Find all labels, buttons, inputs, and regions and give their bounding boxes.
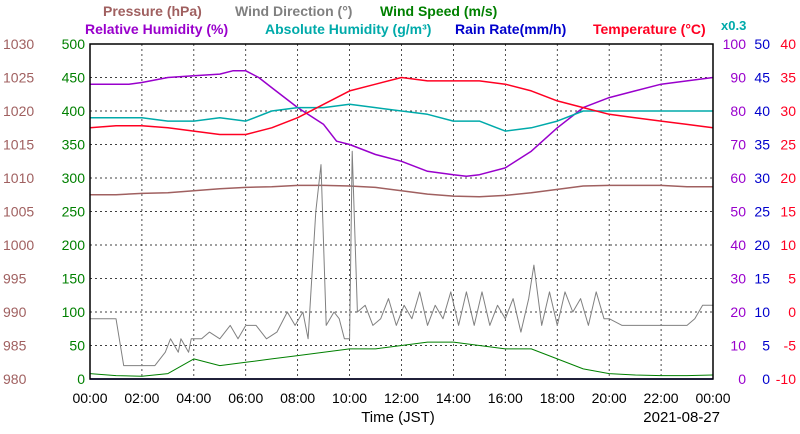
wind-tick-label: 200 bbox=[62, 237, 86, 253]
series-relative-humidity bbox=[90, 70, 714, 178]
humidity-tick-label: 20 bbox=[730, 304, 746, 320]
x-tick-label: 18:00 bbox=[540, 390, 575, 406]
axis-ticks: 1030102510201015101010051000995990985980… bbox=[3, 36, 796, 406]
x-tick-label: 20:00 bbox=[592, 390, 627, 406]
wind-tick-label: 350 bbox=[62, 137, 86, 153]
x-tick-label: 10:00 bbox=[332, 390, 367, 406]
wind-tick-label: 250 bbox=[62, 204, 86, 220]
rain-tick-label: 0 bbox=[762, 371, 770, 387]
pressure-tick-label: 985 bbox=[3, 338, 27, 354]
x-axis-label: Time (JST) bbox=[361, 409, 435, 426]
pressure-tick-label: 1030 bbox=[3, 36, 34, 52]
x-tick-label: 00:00 bbox=[72, 390, 107, 406]
temperature-tick-label: -5 bbox=[784, 338, 797, 354]
temperature-tick-label: 10 bbox=[780, 237, 796, 253]
pressure-tick-label: 1020 bbox=[3, 103, 34, 119]
humidity-tick-label: 80 bbox=[730, 103, 746, 119]
wind-tick-label: 400 bbox=[62, 103, 86, 119]
series-pressure-hpa bbox=[90, 184, 713, 198]
wind-tick-label: 50 bbox=[69, 338, 85, 354]
pressure-tick-label: 990 bbox=[3, 304, 27, 320]
plot-frame bbox=[89, 43, 714, 380]
legend-wind-speed: Wind Speed (m/s) bbox=[380, 3, 497, 19]
pressure-tick-label: 1025 bbox=[3, 70, 34, 86]
humidity-tick-label: 100 bbox=[723, 36, 747, 52]
legend-row-2: Relative Humidity (%) Absolute Humidity … bbox=[85, 18, 746, 37]
x-tick-label: 22:00 bbox=[644, 390, 679, 406]
legend-wind-direction: Wind Direction (°) bbox=[235, 3, 352, 19]
rain-tick-label: 5 bbox=[762, 338, 770, 354]
legend-rain-rate: Rain Rate(mm/h) bbox=[455, 21, 566, 37]
x-tick-label: 12:00 bbox=[384, 390, 419, 406]
temperature-tick-label: 15 bbox=[780, 204, 796, 220]
wind-tick-label: 100 bbox=[62, 304, 86, 320]
rain-tick-label: 10 bbox=[754, 304, 770, 320]
rain-tick-label: 35 bbox=[754, 137, 770, 153]
rain-tick-label: 15 bbox=[754, 271, 770, 287]
wind-tick-label: 0 bbox=[77, 371, 85, 387]
pressure-tick-label: 980 bbox=[3, 371, 27, 387]
legend-temperature: Temperature (°C) bbox=[593, 21, 706, 37]
rain-tick-label: 25 bbox=[754, 204, 770, 220]
humidity-tick-label: 10 bbox=[730, 338, 746, 354]
x-tick-label: 14:00 bbox=[436, 390, 471, 406]
temperature-tick-label: -10 bbox=[776, 371, 796, 387]
legend-absolute-humidity: Absolute Humidity (g/m³) bbox=[265, 21, 431, 37]
humidity-tick-label: 30 bbox=[730, 271, 746, 287]
chart-date: 2021-08-27 bbox=[643, 409, 720, 426]
temperature-tick-label: 25 bbox=[780, 137, 796, 153]
pressure-tick-label: 1005 bbox=[3, 204, 34, 220]
wind-tick-label: 450 bbox=[62, 70, 86, 86]
x-tick-label: 00:00 bbox=[695, 390, 730, 406]
temperature-tick-label: 5 bbox=[788, 271, 796, 287]
pressure-tick-label: 995 bbox=[3, 271, 27, 287]
rain-tick-label: 45 bbox=[754, 70, 770, 86]
rain-tick-label: 50 bbox=[754, 36, 770, 52]
humidity-tick-label: 70 bbox=[730, 137, 746, 153]
legend-row-1: Pressure (hPa) Wind Direction (°) Wind S… bbox=[103, 3, 497, 19]
wind-tick-label: 150 bbox=[62, 271, 86, 287]
temperature-tick-label: 20 bbox=[780, 170, 796, 186]
temperature-tick-label: 40 bbox=[780, 36, 796, 52]
humidity-tick-label: 90 bbox=[730, 70, 746, 86]
pressure-tick-label: 1015 bbox=[3, 137, 34, 153]
pressure-tick-label: 1000 bbox=[3, 237, 34, 253]
temperature-tick-label: 35 bbox=[780, 70, 796, 86]
humidity-tick-label: 40 bbox=[730, 237, 746, 253]
legend-relative-humidity: Relative Humidity (%) bbox=[85, 21, 228, 37]
x-tick-label: 04:00 bbox=[176, 390, 211, 406]
series-wind-speed-m-s bbox=[89, 341, 714, 377]
series-absolute-humidity-g-m bbox=[90, 103, 713, 132]
wind-tick-label: 500 bbox=[62, 36, 86, 52]
humidity-tick-label: 50 bbox=[730, 204, 746, 220]
temperature-tick-label: 30 bbox=[780, 103, 796, 119]
legend-pressure: Pressure (hPa) bbox=[103, 3, 202, 19]
rain-tick-label: 30 bbox=[754, 170, 770, 186]
temperature-tick-label: 0 bbox=[788, 304, 796, 320]
wind-tick-label: 300 bbox=[62, 170, 86, 186]
x-tick-label: 02:00 bbox=[124, 390, 159, 406]
abs-humidity-scale: x0.3 bbox=[721, 18, 746, 33]
humidity-tick-label: 0 bbox=[738, 371, 746, 387]
x-tick-label: 16:00 bbox=[488, 390, 523, 406]
rain-tick-label: 40 bbox=[754, 103, 770, 119]
rain-tick-label: 20 bbox=[754, 237, 770, 253]
x-tick-label: 08:00 bbox=[280, 390, 315, 406]
series-wind-direction bbox=[90, 150, 713, 367]
humidity-tick-label: 60 bbox=[730, 170, 746, 186]
x-tick-label: 06:00 bbox=[228, 390, 263, 406]
pressure-tick-label: 1010 bbox=[3, 170, 34, 186]
series-temperature-c bbox=[89, 76, 714, 136]
